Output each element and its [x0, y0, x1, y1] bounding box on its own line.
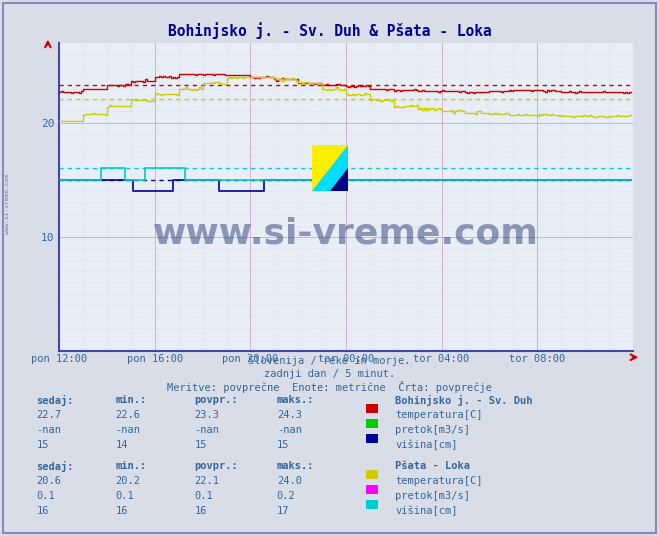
- Text: 15: 15: [194, 440, 207, 450]
- Text: 16: 16: [194, 506, 207, 516]
- Text: www.si-vreme.com: www.si-vreme.com: [5, 174, 11, 234]
- Text: -nan: -nan: [36, 425, 61, 435]
- Text: -nan: -nan: [277, 425, 302, 435]
- Text: temperatura[C]: temperatura[C]: [395, 410, 483, 420]
- Polygon shape: [312, 145, 348, 191]
- Text: Pšata - Loka: Pšata - Loka: [395, 461, 471, 471]
- Text: maks.:: maks.:: [277, 395, 314, 405]
- Text: 15: 15: [277, 440, 289, 450]
- Text: 16: 16: [36, 506, 49, 516]
- Text: 24.0: 24.0: [277, 476, 302, 486]
- Text: pretok[m3/s]: pretok[m3/s]: [395, 491, 471, 501]
- Text: zadnji dan / 5 minut.: zadnji dan / 5 minut.: [264, 369, 395, 379]
- Text: maks.:: maks.:: [277, 461, 314, 471]
- Text: 0.1: 0.1: [36, 491, 55, 501]
- Text: Bohinjsko j. - Sv. Duh & Pšata - Loka: Bohinjsko j. - Sv. Duh & Pšata - Loka: [167, 23, 492, 39]
- Text: 22.7: 22.7: [36, 410, 61, 420]
- Text: 20.2: 20.2: [115, 476, 140, 486]
- Text: 22.1: 22.1: [194, 476, 219, 486]
- Text: sedaj:: sedaj:: [36, 395, 74, 406]
- Text: 22.6: 22.6: [115, 410, 140, 420]
- Text: 0.1: 0.1: [115, 491, 134, 501]
- Text: višina[cm]: višina[cm]: [395, 440, 458, 450]
- Text: 0.2: 0.2: [277, 491, 295, 501]
- Text: 14: 14: [115, 440, 128, 450]
- Text: povpr.:: povpr.:: [194, 395, 238, 405]
- Polygon shape: [330, 168, 348, 191]
- Text: 20.6: 20.6: [36, 476, 61, 486]
- Text: 16: 16: [115, 506, 128, 516]
- Text: 15: 15: [36, 440, 49, 450]
- Text: -nan: -nan: [115, 425, 140, 435]
- Text: min.:: min.:: [115, 395, 146, 405]
- Text: povpr.:: povpr.:: [194, 461, 238, 471]
- Text: višina[cm]: višina[cm]: [395, 506, 458, 517]
- Text: Meritve: povprečne  Enote: metrične  Črta: povprečje: Meritve: povprečne Enote: metrične Črta:…: [167, 381, 492, 392]
- Text: sedaj:: sedaj:: [36, 461, 74, 472]
- Text: min.:: min.:: [115, 461, 146, 471]
- Text: 17: 17: [277, 506, 289, 516]
- Text: -nan: -nan: [194, 425, 219, 435]
- Text: Slovenija / reke in morje.: Slovenija / reke in morje.: [248, 356, 411, 367]
- Text: 23.3: 23.3: [194, 410, 219, 420]
- Text: pretok[m3/s]: pretok[m3/s]: [395, 425, 471, 435]
- Text: 0.1: 0.1: [194, 491, 213, 501]
- Text: www.si-vreme.com: www.si-vreme.com: [153, 217, 539, 251]
- Text: Bohinjsko j. - Sv. Duh: Bohinjsko j. - Sv. Duh: [395, 395, 533, 406]
- Text: temperatura[C]: temperatura[C]: [395, 476, 483, 486]
- Text: 24.3: 24.3: [277, 410, 302, 420]
